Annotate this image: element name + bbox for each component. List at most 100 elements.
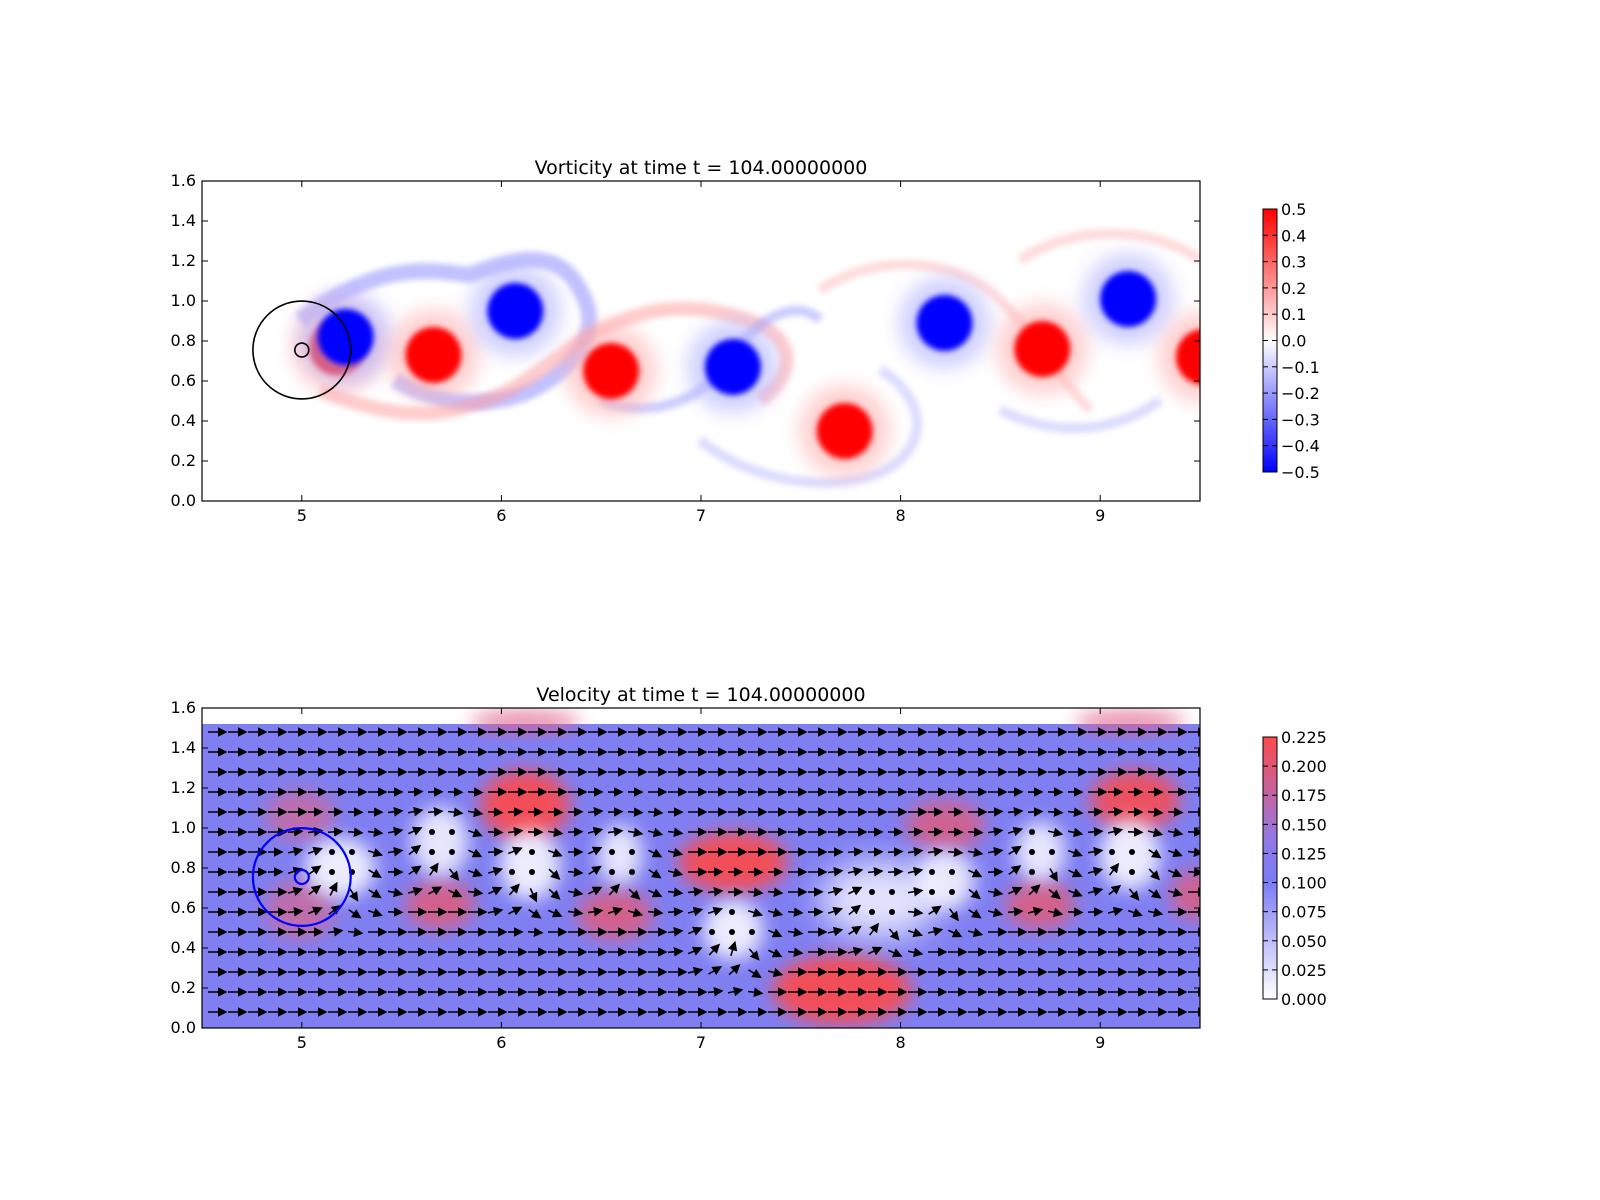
vorticity-x-ticks: 5 6 7 8 9 [297,181,1105,525]
quiver-arrow [1168,868,1183,878]
quiver-arrow [827,886,844,897]
quiver-arrow [1048,888,1061,900]
quiver-arrow [507,846,523,856]
vortex-negative [704,339,761,395]
colorbar-tick-label: 0.050 [1281,932,1327,951]
colorbar-tick-label: −0.5 [1281,463,1320,482]
quiver-arrow [708,966,723,976]
quiver-arrow [967,827,984,837]
y-tick-label: 0.0 [171,1018,196,1037]
colorbar-tick-label: 0.1 [1281,305,1306,324]
quiver-arrow [407,886,424,897]
quiver-arrow [987,907,1004,918]
quiver-arrow [987,887,1004,898]
quiver-dot [429,849,435,855]
quiver-arrow [349,888,359,902]
quiver-arrow [407,806,424,817]
x-tick-label: 8 [896,506,906,525]
quiver-arrow [1107,807,1124,817]
quiver-arrow [1008,886,1023,896]
quiver-arrow [328,881,338,896]
quiver-arrow [648,869,662,879]
quiver-arrow [408,865,422,875]
quiver-arrow [968,909,982,919]
quiver-arrow [967,847,984,858]
quiver-arrow [487,847,504,857]
quiver-dot [529,869,535,875]
colorbar-tick-label: 0.125 [1281,844,1327,863]
quiver-arrow [707,887,724,897]
quiver-arrow [567,907,584,918]
quiver-arrow [448,868,460,882]
quiver-arrow [567,887,584,898]
quiver-arrow [428,886,443,896]
velocity-colorbar [1262,736,1278,1000]
x-tick-label: 9 [1095,506,1105,525]
velocity-colorbar-ticks: 0.000 0.025 0.050 0.075 0.100 0.125 0.150 0.175… [1263,728,1327,1009]
colorbar-tick-label: 0.0 [1281,332,1306,351]
colorbar-tick-label: 0.100 [1281,874,1327,893]
quiver-arrow [1007,807,1024,817]
quiver-arrow [687,887,704,897]
quiver-arrow [767,907,784,918]
colorbar-tick-label: −0.1 [1281,358,1320,377]
quiver-arrow [448,888,463,898]
quiver-arrow [748,948,760,961]
quiver-arrow [587,826,604,837]
vorticity-y-ticks: 0.0 0.2 0.4 0.6 0.8 1.0 1.2 1.4 1.6 [171,171,1200,510]
quiver-arrow [468,848,483,858]
quiver-dot [349,849,355,855]
quiver-arrow [928,905,942,915]
quiver-arrow [627,807,644,817]
y-tick-label: 0.4 [171,938,196,957]
quiver-dot [1129,849,1135,855]
y-tick-label: 0.8 [171,858,196,877]
quiver-arrow [528,909,542,919]
quiver-arrow [727,940,738,957]
quiver-dot [709,929,715,935]
quiver-arrow [508,883,520,896]
quiver-dot [509,869,515,875]
quiver-arrow [848,925,862,935]
y-tick-label: 0.2 [171,978,196,997]
quiver-arrow [1068,868,1083,878]
y-tick-label: 1.4 [171,738,196,757]
quiver-arrow [787,927,804,938]
quiver-arrow [527,927,544,937]
quiver-arrow [1008,865,1022,876]
quiver-arrow [707,987,724,997]
quiver-arrow [968,888,981,900]
quiver-arrow [887,867,904,877]
quiver-arrow [1167,827,1184,838]
colorbar-tick-label: 0.025 [1281,961,1327,980]
quiver-arrow [888,948,903,958]
quiver-arrow [627,907,644,918]
quiver-arrow [907,907,924,917]
quiver-arrow [727,986,744,997]
colorbar-tick-label: 0.075 [1281,903,1327,922]
quiver-arrow [847,946,864,957]
quiver-arrow [1148,868,1161,881]
vortex-negative [487,283,544,339]
cylinder-circle-velocity [293,868,310,886]
cylinder-circle [294,342,310,358]
quiver-dot [749,929,755,935]
quiver-arrow [1087,807,1104,817]
quiver-arrow [1108,862,1120,876]
x-tick-label: 6 [496,506,506,525]
quiver-arrow [687,966,704,977]
quiver-arrow [667,926,684,937]
quiver-arrow [548,908,563,918]
quiver-dot [329,849,335,855]
quiver-arrow [487,906,504,917]
vortex-positive [583,343,640,399]
quiver-arrow [827,926,844,937]
quiver-arrow [907,827,924,837]
quiver-arrow [987,807,1004,817]
vortex-positive [1176,329,1200,385]
quiver-arrow [907,886,924,897]
y-tick-label: 1.0 [171,291,196,310]
quiver-arrow [747,908,764,918]
quiver-arrow [1047,807,1064,817]
